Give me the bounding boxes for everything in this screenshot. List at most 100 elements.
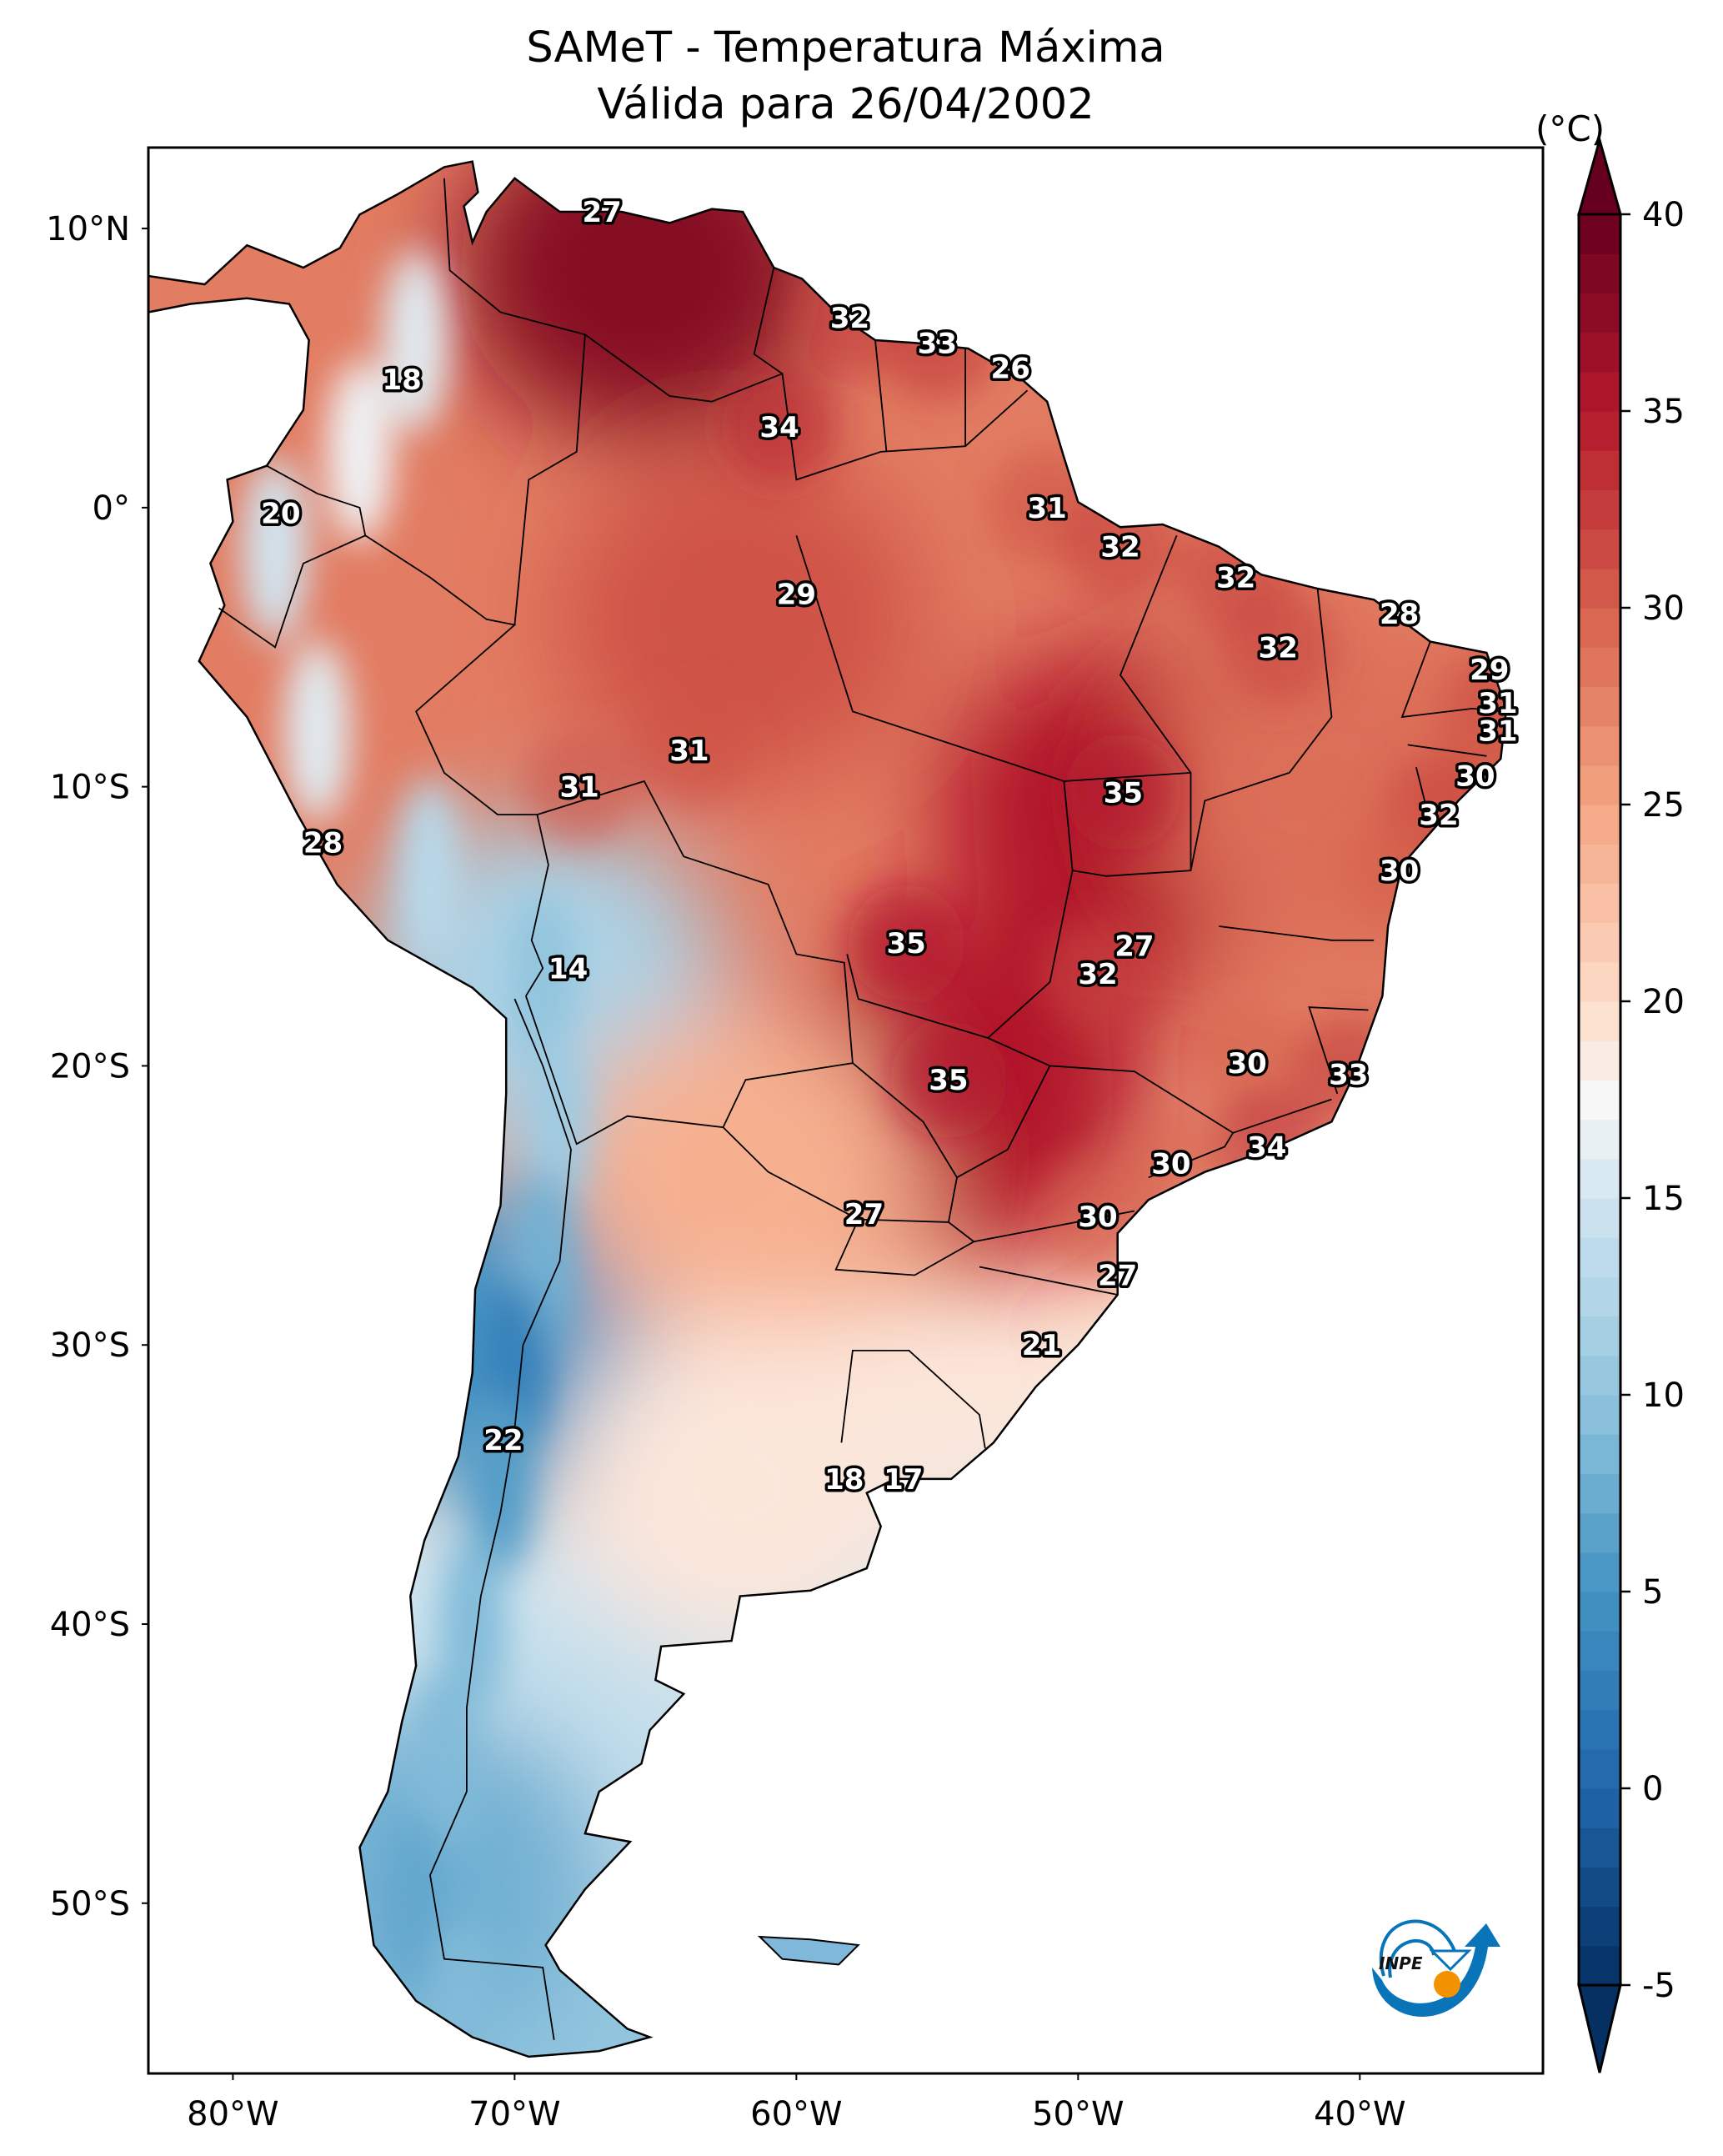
map-subtitle: Válida para 26/04/2002 bbox=[597, 80, 1094, 129]
longitude-axis: 80°W 70°W 60°W 50°W 40°W bbox=[187, 2073, 1406, 2133]
station-value-label: 30 bbox=[1455, 760, 1495, 793]
border-line bbox=[840, 1350, 986, 1449]
border-line bbox=[874, 339, 888, 452]
lon-tick-label: 50°W bbox=[1032, 2095, 1124, 2133]
andes-cell bbox=[523, 1030, 591, 1214]
colorbar-segment bbox=[1579, 1592, 1620, 1632]
station-value-label: 14 bbox=[548, 952, 588, 985]
colorbar-tick-label: 40 bbox=[1642, 196, 1685, 234]
station-value-label: 30 bbox=[1227, 1047, 1266, 1081]
colorbar-segment bbox=[1579, 647, 1620, 687]
station-value-label: 32 bbox=[830, 302, 869, 335]
border-line bbox=[584, 333, 1029, 481]
field-region bbox=[556, 452, 924, 786]
colorbar-segment bbox=[1579, 1748, 1620, 1789]
border-line bbox=[1415, 766, 1431, 824]
station-influence bbox=[1220, 589, 1337, 706]
station-influence bbox=[1064, 734, 1182, 851]
political-borders bbox=[218, 178, 1501, 2040]
andes-cell bbox=[383, 1811, 450, 1995]
colorbar-tick-label: 5 bbox=[1642, 1573, 1663, 1612]
border-line bbox=[1219, 925, 1375, 941]
station-influence bbox=[889, 1021, 1007, 1139]
station-value-label: 28 bbox=[1380, 598, 1419, 631]
logo-sun-icon bbox=[1434, 1971, 1460, 1998]
colorbar-segment bbox=[1579, 961, 1620, 1002]
lat-tick-label: 40°S bbox=[50, 1606, 130, 1644]
colorbar-segment bbox=[1579, 214, 1620, 254]
border-line bbox=[1308, 1006, 1369, 1095]
station-value-label: 32 bbox=[1078, 958, 1117, 991]
logo-arrow-down-icon bbox=[1429, 1949, 1472, 1972]
station-value-label: 27 bbox=[844, 1198, 884, 1231]
logo-swirl-outer bbox=[1379, 1919, 1456, 1977]
colorbar-tick-label: -5 bbox=[1642, 1967, 1675, 2005]
station-value-label: 32 bbox=[1100, 531, 1139, 564]
border-line bbox=[986, 780, 1332, 1134]
border-line bbox=[1407, 744, 1487, 757]
colorbar-segment bbox=[1579, 922, 1620, 963]
colorbar-ticks: 40 35 30 25 20 15 10 5 0 -5 bbox=[1620, 196, 1685, 2005]
lon-tick-label: 80°W bbox=[187, 2095, 278, 2133]
colorbar-tick-label: 10 bbox=[1642, 1376, 1685, 1415]
latitude-axis: 10°N 0° 10°S 20°S 30°S 40°S 50°S bbox=[46, 210, 148, 1923]
station-value-label: 34 bbox=[1247, 1131, 1286, 1165]
colorbar-segment bbox=[1579, 1080, 1620, 1121]
falkland-islands bbox=[757, 1935, 860, 1966]
border-line bbox=[1400, 641, 1501, 719]
andes-cell bbox=[242, 458, 309, 642]
border-line bbox=[1148, 1132, 1234, 1179]
colorbar-segment bbox=[1579, 411, 1620, 451]
field-region bbox=[556, 1010, 924, 1345]
colorbar-unit-label: (°C) bbox=[1535, 108, 1605, 149]
station-value-label: 30 bbox=[1380, 855, 1419, 888]
andes-cell bbox=[283, 639, 351, 823]
colorbar: 40 35 30 25 20 15 10 5 0 -5 bbox=[1577, 135, 1685, 2073]
station-influence bbox=[521, 728, 639, 845]
inpe-logo: INPE bbox=[1372, 1919, 1500, 2017]
station-value-label: 35 bbox=[929, 1064, 968, 1097]
logo-arrow-up-icon bbox=[1372, 1923, 1500, 2017]
colorbar-extend-max bbox=[1577, 135, 1622, 216]
colorbar-segment bbox=[1579, 1001, 1620, 1041]
station-value-label: 31 bbox=[669, 735, 709, 768]
station-value-label: 33 bbox=[1329, 1058, 1368, 1091]
station-influence bbox=[1039, 915, 1156, 1032]
station-value-label: 29 bbox=[777, 579, 816, 612]
colorbar-tick-label: 30 bbox=[1642, 589, 1685, 628]
colorbar-segment bbox=[1579, 253, 1620, 293]
andes-ridge bbox=[242, 248, 591, 2057]
colorbar-segment bbox=[1579, 1237, 1620, 1277]
station-value-label: 29 bbox=[1470, 654, 1509, 687]
station-value-label: 31 bbox=[1478, 687, 1517, 720]
colorbar-segment bbox=[1579, 1867, 1620, 1908]
station-value-label: 21 bbox=[1022, 1329, 1061, 1362]
lat-tick-label: 0° bbox=[93, 489, 130, 528]
station-value-label: 20 bbox=[261, 498, 300, 531]
colorbar-tick-label: 35 bbox=[1642, 393, 1685, 431]
border-line bbox=[364, 534, 549, 997]
colorbar-segment bbox=[1579, 608, 1620, 648]
lat-tick-label: 20°S bbox=[50, 1047, 130, 1086]
station-value-label: 26 bbox=[991, 352, 1030, 385]
colorbar-segment bbox=[1579, 450, 1620, 490]
border-line bbox=[1072, 534, 1192, 877]
station-value-label: 18 bbox=[824, 1463, 864, 1497]
coastline bbox=[148, 160, 1508, 2058]
logo-text: INPE bbox=[1379, 1953, 1423, 1973]
andes-cell bbox=[396, 779, 463, 963]
colorbar-extend-min bbox=[1577, 1983, 1622, 2073]
colorbar-tick-label: 25 bbox=[1642, 786, 1685, 825]
lat-tick-label: 30°S bbox=[50, 1326, 130, 1365]
station-value-label: 28 bbox=[303, 827, 343, 860]
lat-tick-label: 50°S bbox=[50, 1885, 130, 1923]
colorbar-segment bbox=[1579, 765, 1620, 805]
lat-tick-label: 10°N bbox=[46, 210, 130, 248]
station-value-label: 32 bbox=[1216, 562, 1255, 595]
border-line bbox=[974, 1210, 1135, 1243]
station-value-label: 31 bbox=[1478, 715, 1517, 749]
colorbar-segment bbox=[1579, 1473, 1620, 1514]
colorbar-segment bbox=[1579, 1395, 1620, 1435]
